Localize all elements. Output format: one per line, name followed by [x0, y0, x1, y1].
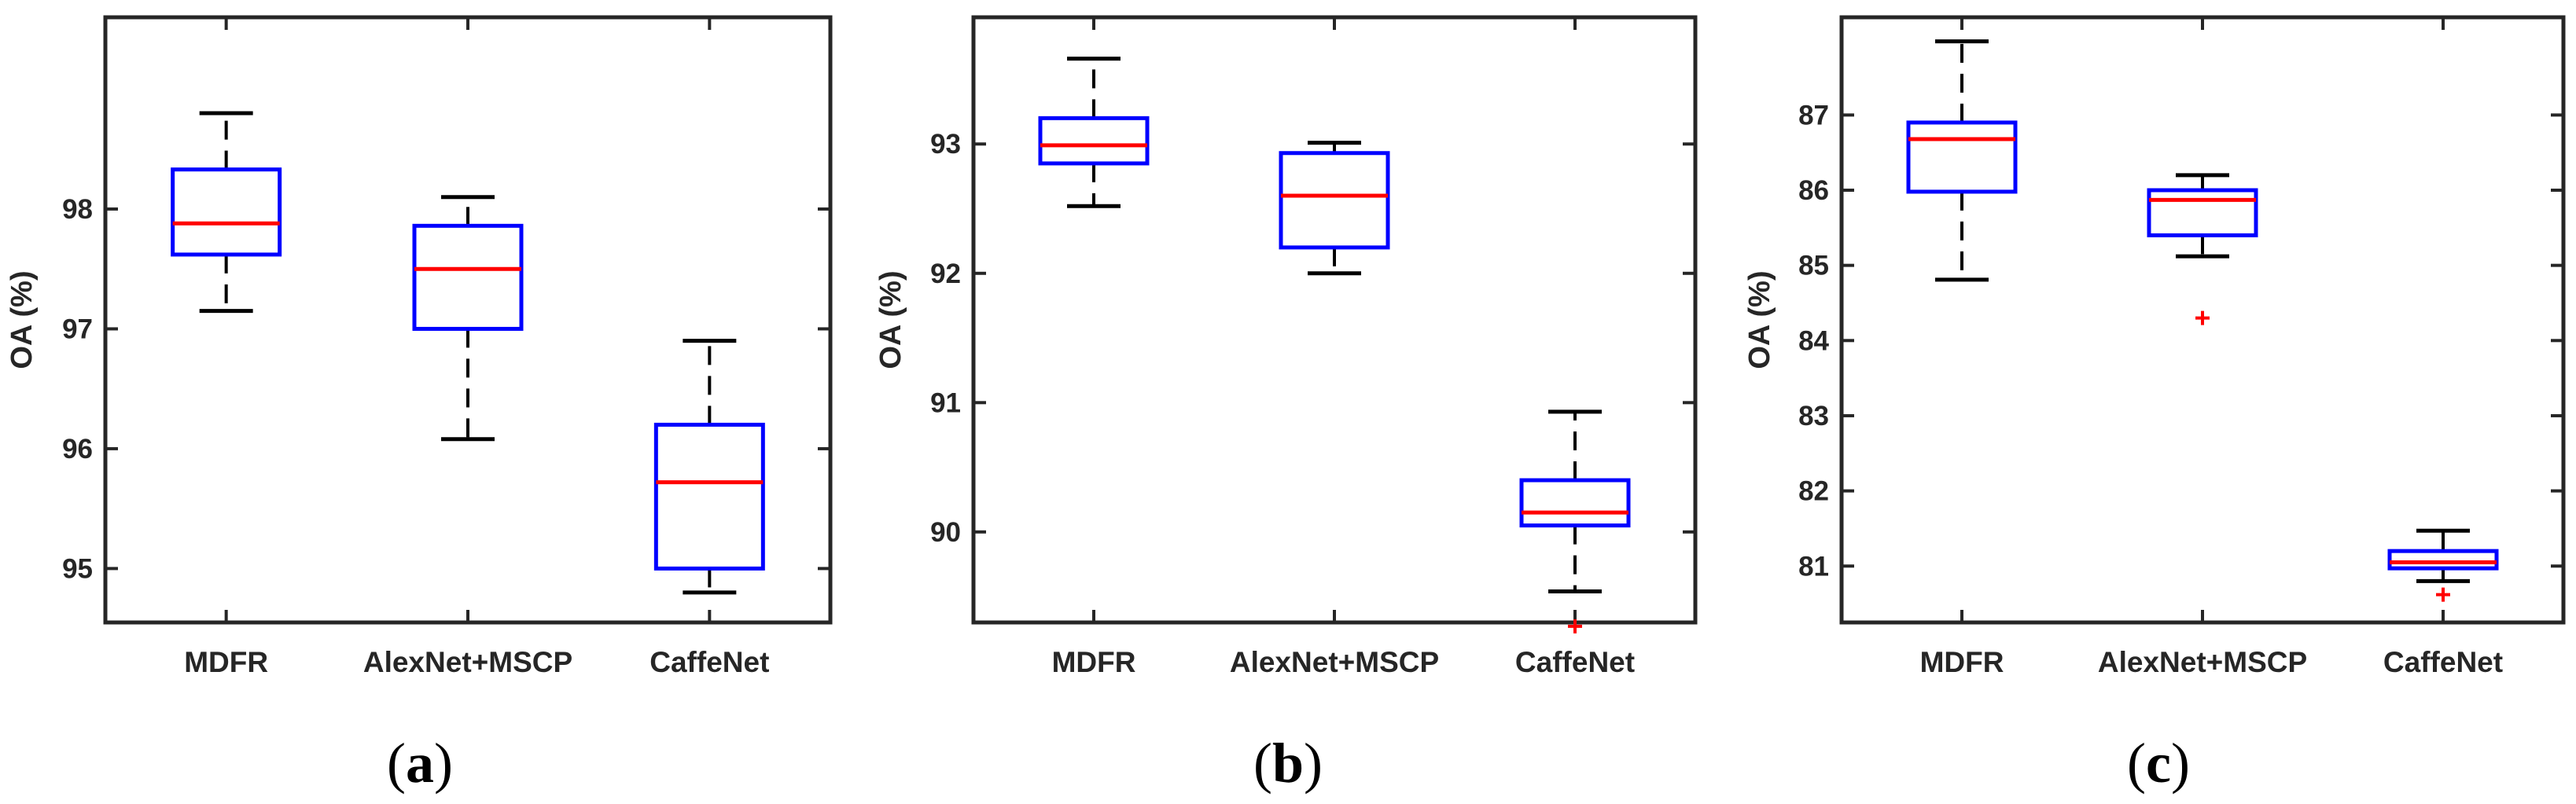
y-tick-label: 92 — [930, 259, 961, 289]
panel-b: 90 91 92 93 MDFR AlexNet+MSCP CaffeNet OA (%) (b… — [874, 15, 1698, 795]
y-tick-label: 87 — [1798, 100, 1829, 130]
y-axis-label: OA (%) — [6, 270, 39, 369]
iqr-box — [1519, 478, 1631, 528]
iqr-box — [2147, 188, 2258, 237]
panel-label-open: ( — [1253, 732, 1272, 795]
panel-label-close: ) — [2171, 732, 2190, 795]
x-category-label: CaffeNet — [650, 646, 769, 678]
box-1 — [1279, 141, 1390, 276]
panel-label-letter: b — [1272, 732, 1304, 795]
iqr-box — [1038, 116, 1150, 166]
box-0 — [1038, 57, 1150, 208]
y-axis-label: OA (%) — [1743, 270, 1776, 369]
plot-frame — [971, 15, 1698, 625]
outlier-marker — [2436, 587, 2450, 602]
panel-label: (c) — [2127, 732, 2190, 795]
y-tick-label: 95 — [62, 553, 93, 584]
iqr-box — [1906, 120, 2018, 194]
iqr-box — [412, 223, 524, 331]
panel-label-letter: c — [2146, 732, 2171, 795]
y-tick-label: 93 — [930, 129, 961, 160]
iqr-box — [653, 422, 765, 571]
box-1 — [2147, 173, 2258, 325]
panel-label-close: ) — [1304, 732, 1323, 795]
x-category-label: MDFR — [1920, 646, 2004, 678]
iqr-box — [2387, 549, 2499, 571]
x-category-label: AlexNet+MSCP — [363, 646, 572, 678]
panel-a: 95 96 97 98 MDFR AlexNet+MSCP CaffeNet OA (%) (a… — [6, 15, 833, 795]
y-tick-label: 82 — [1798, 476, 1829, 507]
iqr-box — [1279, 151, 1390, 250]
plot-frame — [103, 15, 833, 625]
y-axis-label: OA (%) — [874, 270, 907, 369]
x-category-label: MDFR — [1052, 646, 1136, 678]
y-tick-label: 96 — [62, 434, 93, 464]
panel-label-open: ( — [2127, 732, 2146, 795]
x-category-label: MDFR — [184, 646, 268, 678]
box-0 — [171, 111, 282, 314]
y-tick-label: 97 — [62, 314, 93, 344]
box-0 — [1906, 39, 2018, 282]
x-category-label: AlexNet+MSCP — [2098, 646, 2307, 678]
x-category-label: CaffeNet — [2383, 646, 2503, 678]
panel-label: (b) — [1253, 732, 1323, 795]
panel-label-close: ) — [434, 732, 453, 795]
x-category-label: CaffeNet — [1515, 646, 1635, 678]
y-tick-label: 98 — [62, 194, 93, 225]
outlier-marker — [1568, 619, 1582, 633]
box-2 — [2387, 528, 2499, 602]
panel-label: (a) — [387, 732, 453, 795]
y-tick-label: 86 — [1798, 175, 1829, 206]
y-tick-label: 85 — [1798, 251, 1829, 281]
panel-label-letter: a — [406, 732, 434, 795]
y-tick-label: 83 — [1798, 401, 1829, 431]
y-tick-label: 84 — [1798, 325, 1829, 356]
x-category-label: AlexNet+MSCP — [1230, 646, 1439, 678]
y-tick-label: 81 — [1798, 551, 1829, 582]
panel-label-open: ( — [387, 732, 406, 795]
y-tick-label: 90 — [930, 517, 961, 548]
box-2 — [1519, 409, 1631, 633]
box-1 — [412, 195, 524, 442]
y-tick-label: 91 — [930, 387, 961, 418]
iqr-box — [171, 167, 282, 257]
box-2 — [653, 339, 765, 595]
outlier-marker — [2195, 310, 2210, 325]
panel-c: 81 82 83 84 85 86 87 MDFR AlexNet+MSCP CaffeNet OA… — [1743, 15, 2566, 795]
